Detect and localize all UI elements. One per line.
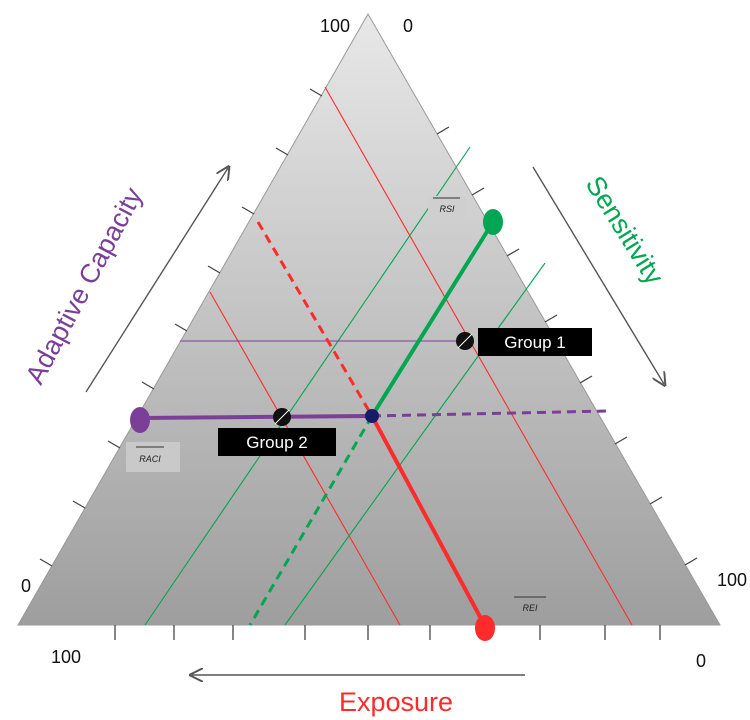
corner-label-top-right: 0 bbox=[403, 16, 413, 36]
svg-text:RACI: RACI bbox=[139, 454, 161, 464]
group2-point bbox=[273, 408, 291, 426]
svg-text:REI: REI bbox=[522, 603, 538, 613]
ternary-triangle bbox=[18, 14, 720, 625]
corner-label-left: 0 bbox=[21, 576, 31, 596]
group2-label: Group 2 bbox=[246, 433, 307, 452]
adaptive-capacity-title: Adaptive Capacity bbox=[20, 182, 149, 389]
corner-label-bottom-left: 100 bbox=[51, 647, 81, 667]
rsi-marker bbox=[483, 209, 503, 235]
exposure-title: Exposure bbox=[339, 687, 453, 717]
corner-label-right: 100 bbox=[717, 570, 747, 590]
raci-marker bbox=[130, 407, 150, 433]
svg-text:RSI: RSI bbox=[439, 204, 455, 214]
corner-label-top-left: 100 bbox=[320, 16, 350, 36]
rei-marker bbox=[475, 615, 495, 641]
corner-label-bottom-right: 0 bbox=[696, 651, 706, 671]
rsi-index-label: RSI bbox=[428, 196, 466, 218]
raci-index-label: RACI bbox=[126, 442, 180, 472]
group1-label: Group 1 bbox=[504, 333, 565, 352]
group1-point bbox=[456, 332, 474, 350]
center-point bbox=[365, 409, 379, 423]
adaptive-solid-line bbox=[140, 416, 372, 418]
sensitivity-title: Sensitivity bbox=[580, 171, 670, 290]
